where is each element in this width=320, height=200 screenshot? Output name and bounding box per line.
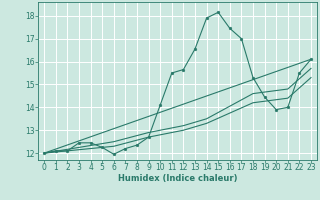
X-axis label: Humidex (Indice chaleur): Humidex (Indice chaleur) [118, 174, 237, 183]
